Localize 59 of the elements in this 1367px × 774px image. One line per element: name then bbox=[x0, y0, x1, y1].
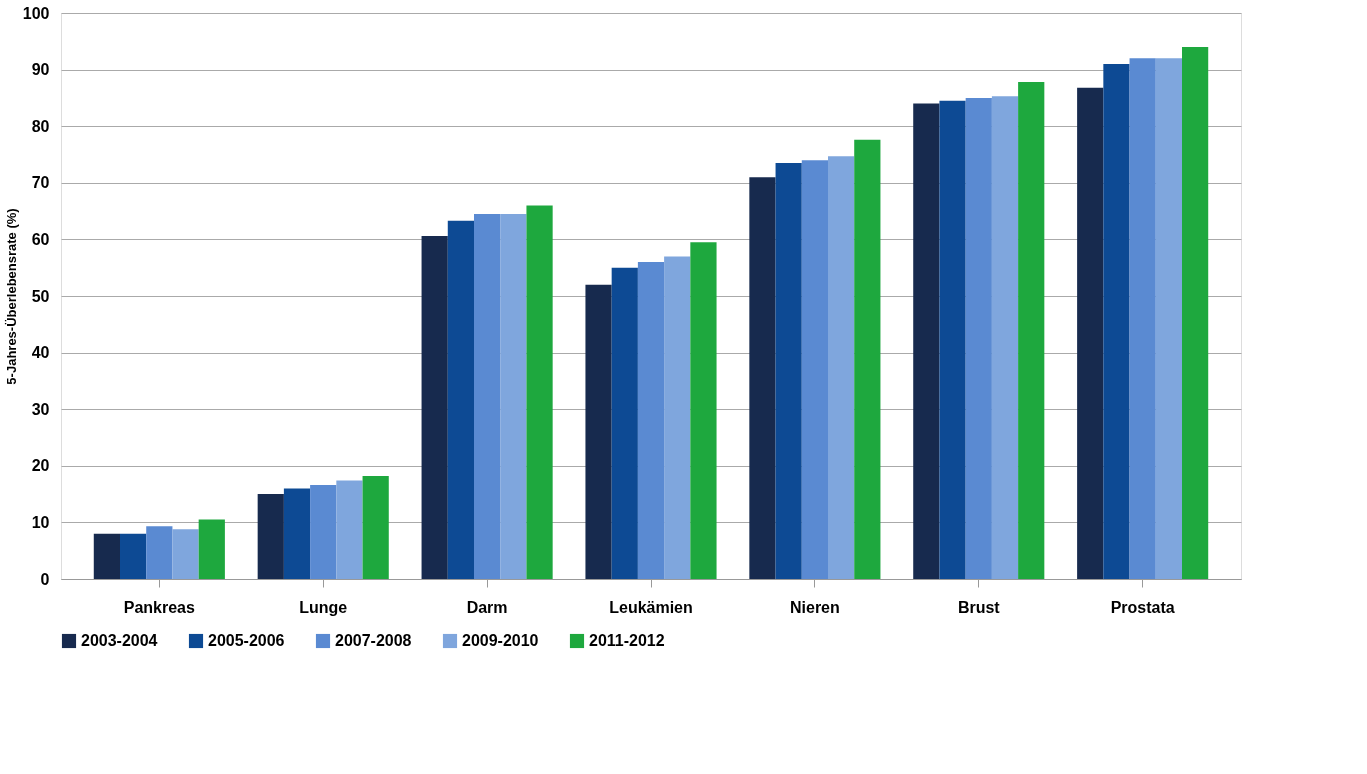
legend-label: 2007-2008 bbox=[335, 632, 412, 649]
legend-label: 2003-2004 bbox=[81, 632, 158, 649]
bar bbox=[775, 162, 802, 579]
x-tick-label: Nieren bbox=[789, 598, 840, 616]
bar bbox=[585, 284, 612, 579]
bar bbox=[991, 96, 1019, 579]
y-tick-label: 20 bbox=[31, 457, 50, 475]
y-tick-label: 90 bbox=[31, 61, 50, 79]
y-tick-label: 60 bbox=[31, 230, 50, 248]
bar bbox=[447, 220, 474, 579]
y-tick-label: 100 bbox=[22, 4, 50, 22]
bar bbox=[421, 236, 448, 579]
bar bbox=[257, 494, 284, 579]
y-tick-label: 30 bbox=[31, 400, 50, 418]
bar bbox=[526, 205, 553, 579]
legend-label: 2005-2006 bbox=[208, 632, 285, 649]
x-tick-label: Leukämien bbox=[609, 598, 693, 616]
bar bbox=[828, 156, 855, 579]
x-tick-label: Prostata bbox=[1110, 598, 1175, 616]
bar bbox=[913, 103, 940, 579]
bar bbox=[939, 100, 966, 579]
y-tick-label: 10 bbox=[31, 513, 50, 531]
bar bbox=[198, 519, 225, 579]
bar bbox=[336, 480, 363, 579]
bar bbox=[1018, 82, 1045, 579]
bar bbox=[172, 529, 199, 579]
x-tick-label: Pankreas bbox=[123, 598, 196, 616]
bar bbox=[1077, 87, 1104, 579]
x-tick-label: Brust bbox=[957, 598, 1001, 616]
bar bbox=[283, 488, 311, 579]
bar bbox=[1103, 63, 1130, 579]
bar bbox=[801, 160, 828, 579]
y-tick-label: 80 bbox=[31, 117, 50, 135]
bar bbox=[120, 533, 147, 579]
bar bbox=[146, 526, 173, 579]
bar bbox=[611, 267, 638, 579]
y-tick-label: 70 bbox=[31, 174, 50, 192]
bar bbox=[500, 213, 527, 579]
y-tick-label: 40 bbox=[31, 344, 50, 362]
x-tick-label: Lunge bbox=[299, 598, 348, 616]
bar bbox=[749, 177, 776, 579]
x-tick-label: Darm bbox=[466, 598, 508, 616]
bar bbox=[965, 97, 992, 579]
legend-label: 2009-2010 bbox=[462, 632, 539, 649]
bar bbox=[1129, 58, 1156, 579]
bar bbox=[362, 475, 389, 579]
bar bbox=[664, 256, 691, 579]
bar bbox=[310, 485, 337, 579]
y-tick-label: 0 bbox=[40, 570, 50, 588]
bar bbox=[637, 262, 665, 579]
bar bbox=[1155, 58, 1182, 579]
legend-label: 2011-2012 bbox=[589, 632, 665, 649]
bar bbox=[690, 242, 717, 579]
bar bbox=[93, 533, 120, 579]
bar bbox=[854, 139, 881, 579]
y-axis-title: 5-Jahres-Überlebensrate (%) bbox=[3, 208, 19, 385]
y-tick-label: 50 bbox=[31, 287, 50, 305]
bar bbox=[1182, 46, 1209, 579]
bar bbox=[474, 213, 501, 579]
